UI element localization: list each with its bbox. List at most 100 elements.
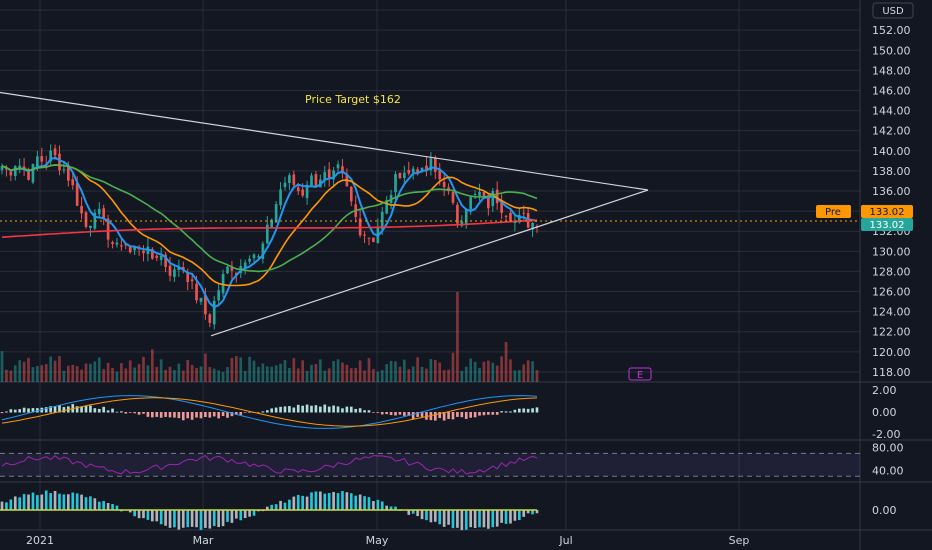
candle-body xyxy=(420,167,424,171)
macd-histogram-bar xyxy=(495,412,499,415)
volume-bar xyxy=(509,359,512,382)
currency-label: USD xyxy=(882,6,904,17)
macd-histogram-bar xyxy=(173,412,176,418)
volume-bar xyxy=(115,371,119,382)
candle-body xyxy=(416,169,419,173)
candle-body xyxy=(327,169,331,179)
candle-body xyxy=(301,189,304,196)
candle-body xyxy=(509,213,512,222)
macd-histogram-bar xyxy=(151,412,154,418)
candle-body xyxy=(58,153,61,171)
oscillator-bar xyxy=(513,510,517,521)
currency-badge[interactable]: USD xyxy=(872,2,914,19)
price-tick-label: 136.00 xyxy=(872,185,911,198)
volume-bar xyxy=(451,352,455,382)
volume-bar xyxy=(106,362,110,382)
candle-body xyxy=(380,212,384,230)
candle-body xyxy=(133,246,136,251)
volume-bar xyxy=(500,356,503,382)
volume-bar xyxy=(151,349,154,382)
oscillator-bar xyxy=(190,510,194,527)
volume-bar xyxy=(376,371,380,382)
oscillator-bar xyxy=(416,510,419,517)
candle-body xyxy=(93,212,97,229)
macd-histogram-bar xyxy=(124,412,128,414)
candle-body xyxy=(460,221,464,226)
candle-body xyxy=(517,214,521,223)
candle-body xyxy=(36,156,39,167)
volume-bar xyxy=(425,368,428,382)
volume-bar xyxy=(128,360,132,382)
oscillator-bar xyxy=(314,491,318,511)
volume-bar xyxy=(460,370,464,382)
volume-bar xyxy=(252,360,256,382)
candle-body xyxy=(75,182,79,206)
oscillator-bar xyxy=(106,503,110,511)
macd-histogram-bar xyxy=(460,412,464,418)
volume-bar xyxy=(407,369,411,382)
macd-histogram-bar xyxy=(270,408,274,413)
candle-body xyxy=(257,256,260,258)
volume-bar xyxy=(314,364,318,382)
volume-bar xyxy=(354,368,358,382)
candle-body xyxy=(159,255,163,260)
oscillator-bar xyxy=(217,510,220,528)
macd-histogram-bar xyxy=(177,412,181,419)
candle-body xyxy=(177,267,181,270)
macd-histogram-bar xyxy=(442,412,446,421)
price-tick-label: 140.00 xyxy=(872,145,911,158)
oscillator-bar xyxy=(177,510,181,530)
volume-bar xyxy=(89,363,92,382)
triangle-trendlines[interactable] xyxy=(0,91,649,337)
candle-body xyxy=(504,215,508,217)
time-axis[interactable]: 2021 Mar May Jul Sep xyxy=(26,534,749,547)
macd-histogram-bar xyxy=(433,412,437,421)
oscillator-bar xyxy=(133,510,136,517)
oscillator-bar xyxy=(310,492,313,511)
volume-bar xyxy=(199,366,203,382)
volume-bar xyxy=(438,362,442,382)
volume-bar xyxy=(482,361,486,382)
volume-bar xyxy=(469,358,473,382)
oscillator-bar xyxy=(137,510,141,519)
candle-body xyxy=(349,186,353,202)
pre-market-badge: Pre 133.02 xyxy=(816,205,913,218)
macd-histogram-bar xyxy=(248,412,251,413)
macd-histogram-bar xyxy=(464,412,468,419)
volume-bar xyxy=(464,366,468,382)
earnings-marker[interactable]: E xyxy=(628,367,652,381)
volume-bar xyxy=(495,365,499,382)
time-tick-label: Mar xyxy=(193,534,214,547)
oscillator-bar xyxy=(323,493,327,511)
candle-body xyxy=(248,258,251,262)
candle-body xyxy=(164,254,167,267)
volume-bar xyxy=(62,370,66,382)
volume-bar xyxy=(517,370,521,382)
macd-histogram-bar xyxy=(526,408,530,413)
macd-tick-label: -2.00 xyxy=(872,428,900,441)
oscillator-bar xyxy=(425,510,428,521)
candle-body xyxy=(332,170,335,180)
macd-signal-line xyxy=(1,397,538,427)
price-axis[interactable]: 118.00 120.00 122.00 124.00 126.00 128.00 130.… xyxy=(872,4,911,517)
oscillator-bar xyxy=(345,492,349,511)
volume-bar xyxy=(526,360,530,382)
oscillator-bar xyxy=(429,510,433,523)
last-price-badge: 133.02 xyxy=(861,218,913,231)
oscillator-bar xyxy=(13,496,17,511)
macd-histogram-bar xyxy=(9,409,13,413)
macd-histogram-bar xyxy=(190,412,194,420)
candle-body xyxy=(367,237,371,239)
oscillator-bar xyxy=(274,504,278,511)
candle-body xyxy=(394,174,397,193)
macd-histogram-bar xyxy=(407,412,411,416)
candle-body xyxy=(288,175,291,183)
macd-histogram-bar xyxy=(500,411,503,413)
macd-histogram-bar xyxy=(257,412,260,413)
volume-bar xyxy=(283,360,287,382)
volume-bar xyxy=(535,370,539,382)
price-tick-label: 122.00 xyxy=(872,326,911,339)
oscillator-bar xyxy=(18,497,22,511)
oscillator-bar xyxy=(500,510,503,523)
